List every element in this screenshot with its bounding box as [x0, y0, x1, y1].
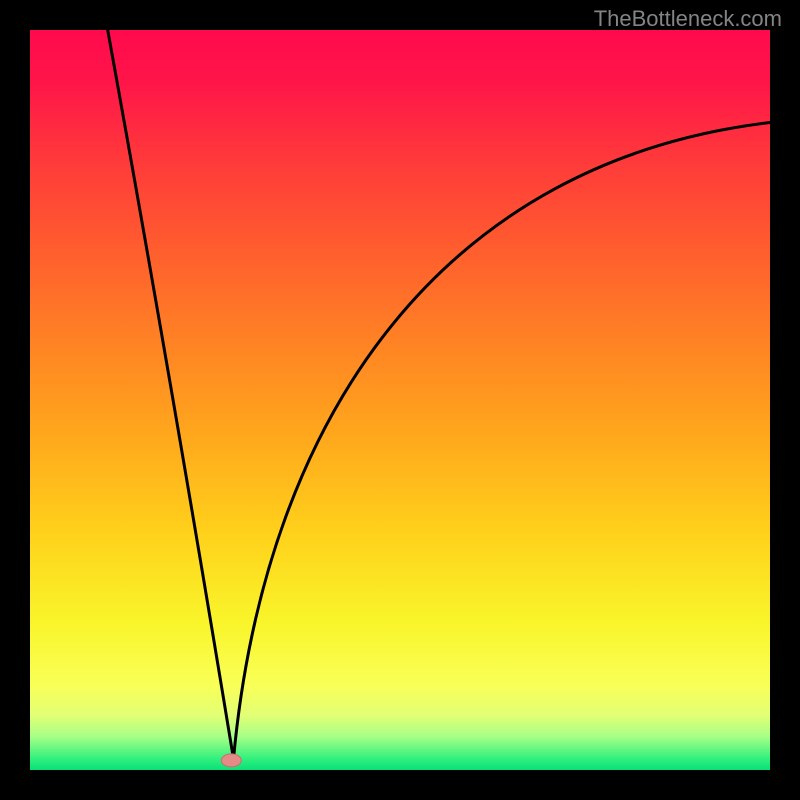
plot-svg — [30, 30, 770, 770]
chart-stage: TheBottleneck.com — [0, 0, 800, 800]
watermark-text: TheBottleneck.com — [594, 6, 782, 32]
plot-background — [30, 30, 770, 770]
optimum-marker — [221, 754, 241, 767]
